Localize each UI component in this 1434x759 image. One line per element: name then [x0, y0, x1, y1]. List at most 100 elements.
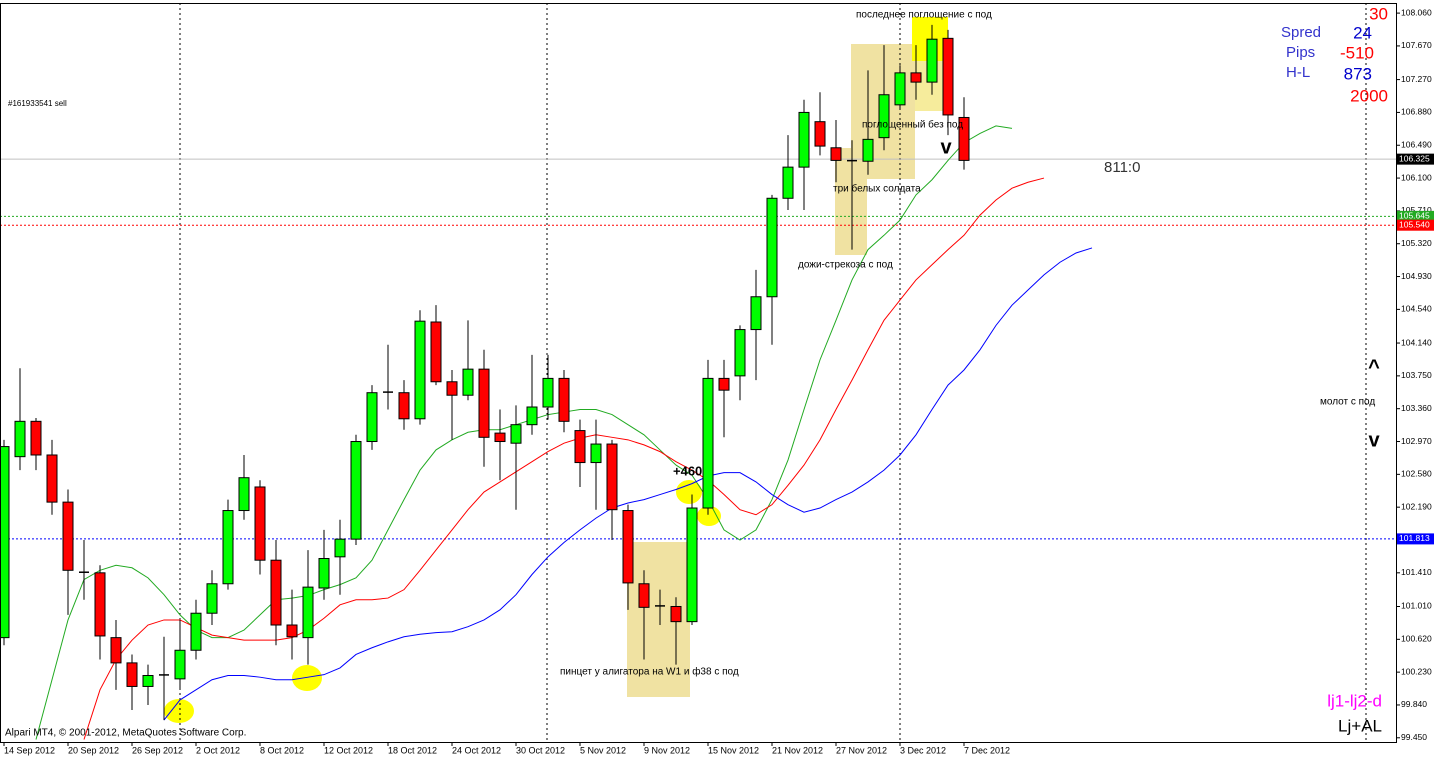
- annotation: пинцет у алигатора на W1 и ф38 с под: [560, 666, 739, 678]
- x-tick-label: 18 Oct 2012: [388, 745, 437, 755]
- highlight-box: [835, 148, 867, 255]
- candle-body: [766, 197, 778, 298]
- highlight-circle: [697, 506, 721, 526]
- ma-line: [83, 177, 1045, 740]
- info-label: H-L: [1286, 64, 1310, 81]
- annotation: последнее поглощение с под: [856, 10, 992, 21]
- candle-body: [686, 507, 698, 623]
- candle-body: [622, 510, 634, 584]
- x-tick-label: 14 Sep 2012: [4, 745, 55, 755]
- candle-body: [366, 392, 378, 443]
- ma-line: [163, 247, 1093, 721]
- candle-body: [94, 572, 106, 637]
- x-tick-label: 8 Oct 2012: [260, 745, 304, 755]
- y-tick-label: 103.750: [1401, 370, 1432, 380]
- x-tick-label: 9 Nov 2012: [644, 745, 690, 755]
- candle-body: [30, 420, 42, 456]
- candle-body: [798, 111, 810, 168]
- candle-body: [558, 377, 570, 422]
- candle-body: [318, 558, 330, 589]
- y-tick-label: 103.360: [1401, 403, 1432, 413]
- price-label-bg: [1397, 210, 1434, 222]
- info-value: 24: [1353, 23, 1372, 42]
- price-label: 105.540: [1399, 219, 1430, 229]
- x-tick-label: 30 Oct 2012: [516, 745, 565, 755]
- candle-body: [590, 443, 602, 464]
- y-tick-label: 101.010: [1401, 601, 1432, 611]
- y-tick-label: 107.270: [1401, 74, 1432, 84]
- y-tick-label: 99.840: [1401, 699, 1427, 709]
- candle-body: [0, 446, 10, 639]
- candle-body: [110, 637, 122, 664]
- candle-body: [574, 430, 586, 464]
- x-tick-label: 12 Oct 2012: [324, 745, 373, 755]
- candle-body: [862, 138, 874, 162]
- candle-body: [910, 72, 922, 83]
- y-tick-label: 104.140: [1401, 337, 1432, 347]
- plot-frame: [0, 3, 1397, 743]
- candle-body: [847, 159, 857, 162]
- y-tick-label: 106.880: [1401, 107, 1432, 117]
- annotation: поглощенный без под: [862, 119, 963, 131]
- candle-body: [174, 649, 186, 680]
- candle-body: [878, 94, 890, 139]
- x-tick-label: 26 Sep 2012: [132, 745, 183, 755]
- candle-body: [734, 329, 746, 377]
- annotation: три белых солдата: [833, 183, 921, 195]
- candle-body: [670, 605, 682, 623]
- x-tick-label: 21 Nov 2012: [772, 745, 823, 755]
- candle-body: [159, 674, 169, 676]
- candle-body: [958, 116, 970, 161]
- candle-body: [526, 406, 538, 426]
- signal-arrow: v: [1368, 429, 1380, 451]
- candle-body: [430, 321, 442, 383]
- price-label-bg: [1397, 533, 1434, 545]
- y-tick-label: 100.620: [1401, 634, 1432, 644]
- candle-body: [142, 675, 154, 687]
- candle-body: [782, 166, 794, 199]
- candle-body: [190, 612, 202, 651]
- candle-body: [302, 586, 314, 639]
- y-tick-label: 108.060: [1401, 7, 1432, 17]
- y-tick-label: 106.490: [1401, 139, 1432, 149]
- info-label: Pips: [1286, 44, 1315, 61]
- ratio-label: 811:0: [1104, 159, 1140, 176]
- price-label: 106.325: [1399, 153, 1430, 163]
- y-tick-label: 99.450: [1401, 732, 1427, 742]
- candle-body: [79, 571, 89, 573]
- candle-body: [462, 368, 474, 396]
- candle-body: [478, 368, 490, 438]
- candle-body: [254, 486, 266, 561]
- info-value: 30: [1369, 4, 1388, 23]
- y-tick-label: 100.230: [1401, 666, 1432, 676]
- candle-body: [830, 147, 842, 161]
- x-tick-label: 5 Nov 2012: [580, 745, 626, 755]
- y-tick-label: 106.100: [1401, 172, 1432, 182]
- candle-body: [14, 420, 26, 458]
- y-tick-label: 102.970: [1401, 436, 1432, 446]
- candle-body: [222, 510, 234, 585]
- highlight-circle: [676, 480, 702, 504]
- plot: [0, 24, 1396, 740]
- annotation: +460: [673, 463, 702, 478]
- candle-body: [46, 454, 58, 503]
- candle-body: [510, 424, 522, 444]
- candle-body: [814, 121, 826, 147]
- y-tick-label: 104.540: [1401, 304, 1432, 314]
- x-tick-label: 15 Nov 2012: [708, 745, 759, 755]
- candle-body: [750, 296, 762, 331]
- y-tick-label: 105.710: [1401, 205, 1432, 215]
- y-tick-label: 104.930: [1401, 271, 1432, 281]
- annotation: дожи-стрекоза с под: [798, 260, 893, 271]
- signal-arrow: v: [940, 136, 952, 158]
- overlay: #161933541 sell 811:0 Alpari MT4, © 2001…: [0, 3, 1434, 755]
- x-tick-label: 24 Oct 2012: [452, 745, 501, 755]
- candle-body: [942, 37, 954, 116]
- candle-body: [638, 583, 650, 608]
- indicator-label: lj1-lj2-d: [1327, 691, 1382, 710]
- annotation: молот с под: [1320, 397, 1375, 408]
- candle-body: [62, 501, 74, 571]
